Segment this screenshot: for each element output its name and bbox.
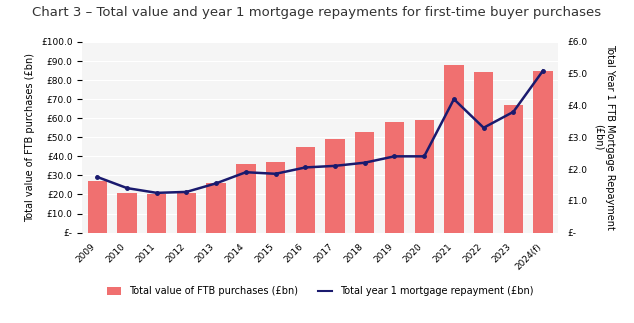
Bar [236, 164, 256, 233]
Bar [87, 181, 107, 233]
Bar [355, 131, 375, 233]
Bar [444, 65, 463, 233]
Legend: Total value of FTB purchases (£bn), Total year 1 mortgage repayment (£bn): Total value of FTB purchases (£bn), Tota… [103, 282, 538, 300]
Text: Chart 3 – Total value and year 1 mortgage repayments for first-time buyer purcha: Chart 3 – Total value and year 1 mortgag… [32, 6, 602, 19]
Bar [385, 122, 404, 233]
Bar [474, 72, 493, 233]
Bar [207, 183, 226, 233]
Bar [295, 147, 315, 233]
Y-axis label: Total Year 1 FTB Mortgage Repayment
(£bn): Total Year 1 FTB Mortgage Repayment (£bn… [593, 44, 615, 230]
Bar [266, 162, 285, 233]
Bar [325, 139, 345, 233]
Bar [177, 193, 196, 233]
Bar [117, 193, 137, 233]
Y-axis label: Total value of FTB purchases (£bn): Total value of FTB purchases (£bn) [25, 53, 36, 222]
Bar [147, 194, 166, 233]
Bar [415, 120, 434, 233]
Bar [503, 105, 523, 233]
Bar [533, 70, 553, 233]
